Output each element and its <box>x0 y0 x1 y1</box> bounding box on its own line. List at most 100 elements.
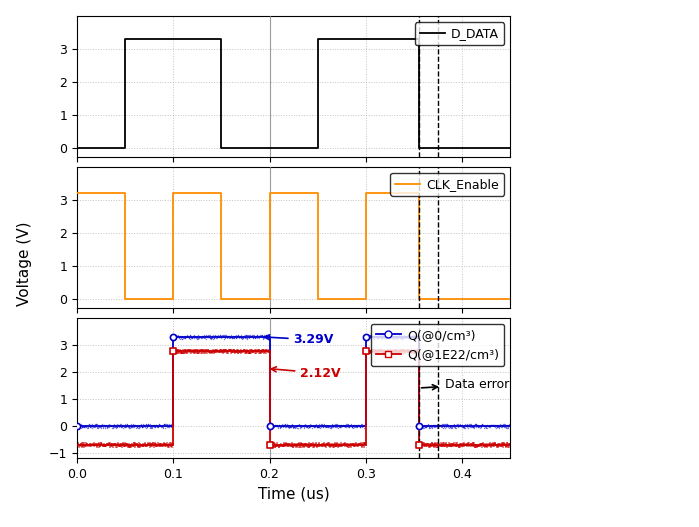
Point <box>409 349 420 357</box>
Point <box>250 347 261 355</box>
Point <box>312 423 323 432</box>
Point <box>253 346 264 354</box>
Point <box>276 442 287 451</box>
Point <box>129 422 140 431</box>
Point <box>307 443 318 451</box>
Point <box>83 441 94 449</box>
Point <box>229 348 240 357</box>
Point <box>397 334 408 342</box>
Point <box>95 422 106 430</box>
Point <box>447 440 459 448</box>
Point <box>240 348 251 356</box>
Point <box>258 346 269 354</box>
Point <box>486 442 497 451</box>
Point <box>175 332 187 340</box>
Point <box>79 423 90 431</box>
Point <box>88 422 99 430</box>
Point <box>442 421 454 429</box>
Point <box>385 347 396 356</box>
Point <box>375 347 387 356</box>
Point <box>400 348 411 356</box>
Point <box>77 423 88 432</box>
Point <box>184 346 195 354</box>
Point <box>133 424 144 432</box>
Point <box>117 422 128 431</box>
Point <box>435 423 447 431</box>
Point <box>318 441 329 450</box>
Text: Voltage (V): Voltage (V) <box>17 221 32 306</box>
Point <box>167 441 178 450</box>
Point <box>503 441 514 449</box>
Point <box>207 347 218 356</box>
Point <box>478 422 489 430</box>
Point <box>220 331 231 339</box>
Point <box>233 347 245 355</box>
Point <box>112 441 123 449</box>
Point <box>449 420 460 428</box>
Point <box>270 421 281 429</box>
Point <box>129 440 140 448</box>
Point <box>298 421 309 429</box>
Point <box>138 421 150 430</box>
Point <box>259 349 270 357</box>
Point <box>360 347 371 356</box>
Point <box>249 347 260 356</box>
Point <box>185 346 196 355</box>
Point <box>238 347 249 356</box>
Point <box>299 440 310 448</box>
Point <box>183 348 194 356</box>
Point <box>197 333 208 341</box>
Point <box>322 423 333 432</box>
Point <box>356 440 367 448</box>
Point <box>172 348 183 357</box>
Point <box>337 422 348 431</box>
Point <box>187 347 199 355</box>
Point <box>273 443 284 451</box>
Point <box>370 348 381 356</box>
Point <box>75 421 87 429</box>
Point <box>220 331 231 339</box>
Point <box>369 333 380 341</box>
Point <box>470 421 481 429</box>
Point <box>326 441 337 449</box>
Point <box>215 331 226 340</box>
Point <box>243 334 254 343</box>
Point <box>206 334 217 343</box>
Point <box>89 441 101 450</box>
Point <box>393 349 404 357</box>
Point <box>247 347 258 355</box>
Point <box>332 440 343 448</box>
Point <box>241 348 252 356</box>
Point <box>480 423 491 431</box>
Point <box>426 442 437 450</box>
Point <box>152 441 163 449</box>
Point <box>106 422 117 431</box>
Point <box>184 346 195 354</box>
Point <box>107 440 118 448</box>
Point <box>371 348 382 356</box>
Point <box>482 441 493 450</box>
Point <box>463 441 475 449</box>
Point <box>178 349 189 357</box>
Point <box>131 440 142 448</box>
Point <box>124 441 136 450</box>
Point <box>222 347 233 355</box>
Point <box>178 334 189 343</box>
Point <box>427 442 438 451</box>
Point <box>321 443 332 451</box>
Point <box>406 333 417 341</box>
Point <box>303 423 315 431</box>
Point <box>492 442 503 451</box>
Point <box>312 442 323 451</box>
Point <box>212 347 224 356</box>
Point <box>450 424 461 432</box>
Point <box>192 346 203 355</box>
Point <box>243 331 254 339</box>
Point <box>271 442 282 451</box>
Point <box>107 423 118 432</box>
Point <box>460 422 471 431</box>
Point <box>170 345 181 354</box>
Point <box>145 420 156 428</box>
Point <box>193 332 204 340</box>
Point <box>294 423 305 431</box>
